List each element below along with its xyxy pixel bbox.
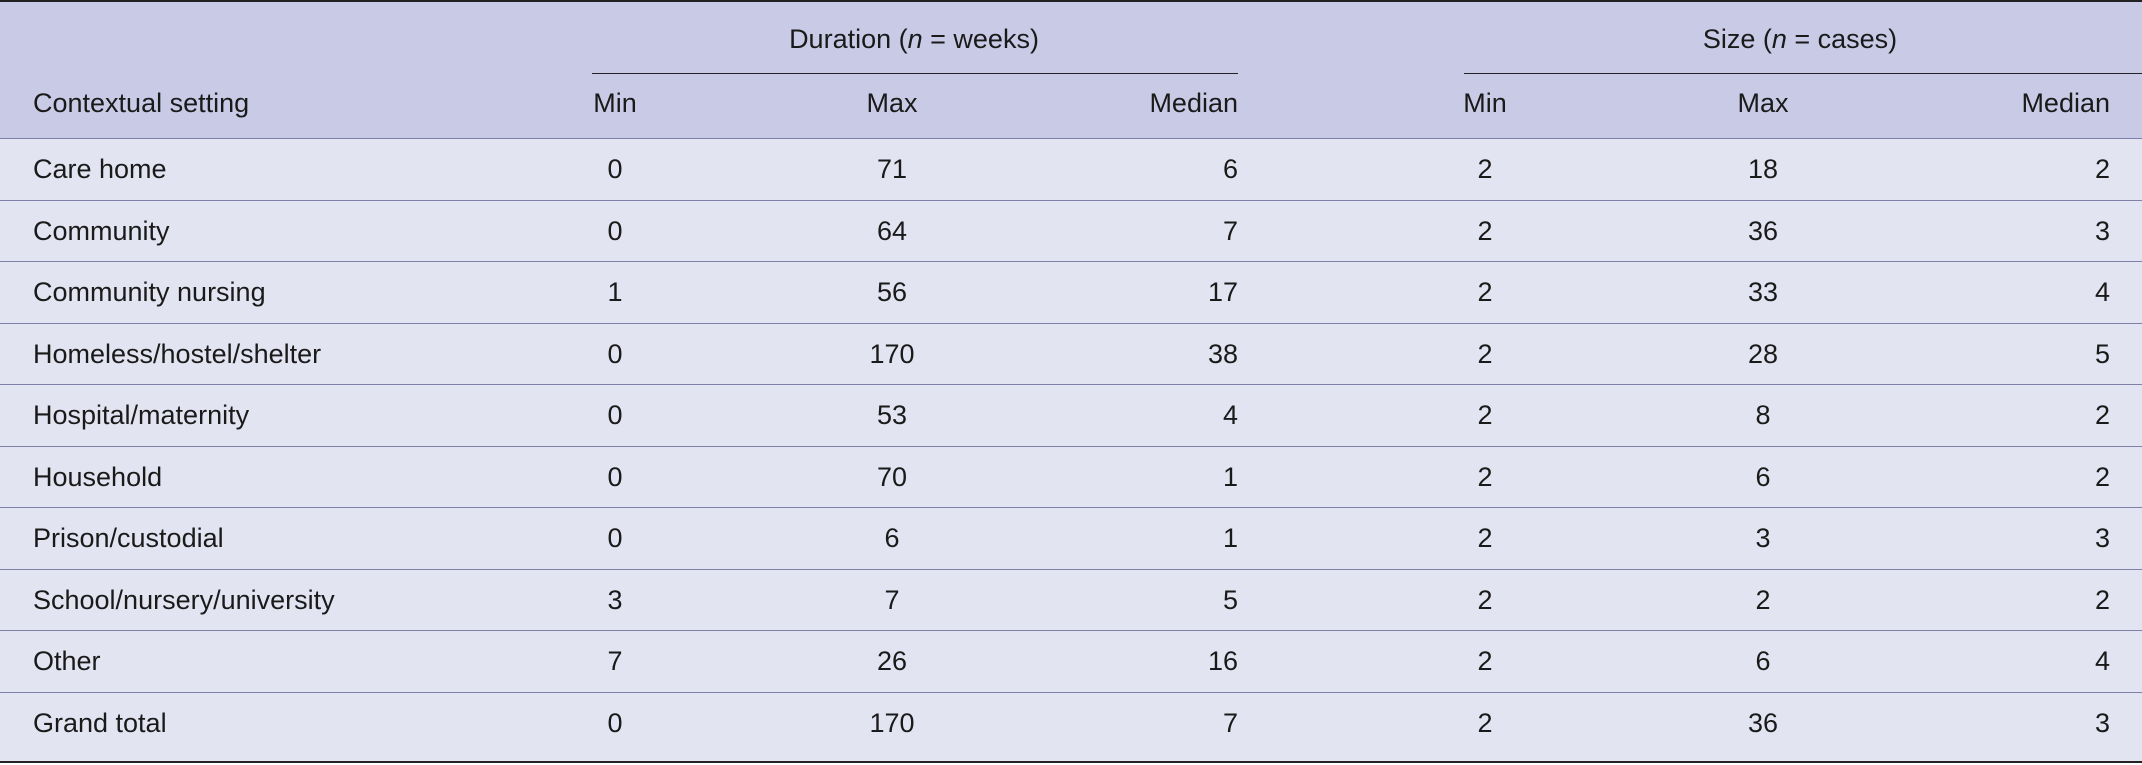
duration-median-cell: 1	[1222, 462, 1238, 492]
size-max-cell: 2	[1755, 585, 1771, 615]
size-min-cell: 2	[1477, 277, 1493, 307]
duration-min-cell: 0	[607, 523, 623, 553]
size-min-cell: 2	[1477, 585, 1493, 615]
row-separator	[0, 630, 2142, 631]
size-min-cell: 2	[1477, 462, 1493, 492]
table-header-bg	[0, 0, 2142, 138]
row-separator	[0, 692, 2142, 693]
duration-min-cell: 0	[607, 339, 623, 369]
duration-median-cell: 17	[1207, 277, 1238, 307]
duration-max-cell: 170	[869, 708, 915, 738]
duration-max-cell: 71	[876, 154, 908, 184]
row-separator	[0, 569, 2142, 570]
duration-median-header: Median	[1149, 88, 1238, 118]
size-median-header: Median	[2021, 88, 2110, 118]
size-max-cell: 18	[1747, 154, 1779, 184]
duration-max-cell: 56	[876, 277, 908, 307]
size-median-cell: 3	[2094, 523, 2110, 553]
size-median-cell: 2	[2094, 154, 2110, 184]
size-min-cell: 2	[1477, 216, 1493, 246]
row-setting-label: Prison/custodial	[33, 523, 224, 553]
size-group-underline	[1464, 73, 2142, 74]
size-min-cell: 2	[1477, 339, 1493, 369]
duration-min-cell: 0	[607, 708, 623, 738]
size-min-cell: 2	[1477, 154, 1493, 184]
duration-group-underline	[592, 73, 1238, 74]
size-median-cell: 3	[2094, 708, 2110, 738]
size-max-cell: 3	[1755, 523, 1771, 553]
duration-min-cell: 0	[607, 216, 623, 246]
bottom-rule	[0, 761, 2142, 763]
row-separator	[0, 507, 2142, 508]
duration-min-cell: 0	[607, 462, 623, 492]
row-setting-label: Other	[33, 646, 101, 676]
row-separator	[0, 446, 2142, 447]
size-max-cell: 28	[1747, 339, 1779, 369]
table-body-bg	[0, 138, 2142, 762]
size-median-cell: 2	[2094, 400, 2110, 430]
duration-max-cell: 6	[884, 523, 900, 553]
row-separator	[0, 200, 2142, 201]
duration-group-header: Duration (n = weeks)	[789, 24, 1039, 54]
size-min-cell: 2	[1477, 400, 1493, 430]
duration-min-cell: 0	[607, 400, 623, 430]
size-max-cell: 8	[1755, 400, 1771, 430]
size-group-header: Size (n = cases)	[1702, 24, 1898, 54]
row-setting-label: Homeless/hostel/shelter	[33, 339, 322, 369]
row-setting-label: Care home	[33, 154, 167, 184]
size-median-cell: 4	[2094, 646, 2110, 676]
size-median-cell: 5	[2094, 339, 2110, 369]
duration-max-cell: 26	[876, 646, 908, 676]
size-median-cell: 2	[2094, 585, 2110, 615]
duration-median-cell: 7	[1222, 216, 1238, 246]
row-setting-label: Household	[33, 462, 163, 492]
duration-median-cell: 6	[1222, 154, 1238, 184]
setting-column-header: Contextual setting	[33, 88, 250, 118]
row-separator	[0, 261, 2142, 262]
duration-median-cell: 16	[1207, 646, 1238, 676]
size-max-cell: 6	[1755, 646, 1771, 676]
row-setting-label: Hospital/maternity	[33, 400, 250, 430]
duration-min-cell: 0	[607, 154, 623, 184]
duration-median-cell: 1	[1222, 523, 1238, 553]
row-separator	[0, 323, 2142, 324]
row-setting-label: Community nursing	[33, 277, 266, 307]
size-median-cell: 4	[2094, 277, 2110, 307]
size-min-cell: 2	[1477, 646, 1493, 676]
duration-min-cell: 1	[607, 277, 623, 307]
size-max-cell: 36	[1747, 216, 1779, 246]
duration-median-cell: 4	[1222, 400, 1238, 430]
size-min-cell: 2	[1477, 708, 1493, 738]
size-median-cell: 3	[2094, 216, 2110, 246]
size-max-cell: 6	[1755, 462, 1771, 492]
duration-max-cell: 64	[876, 216, 908, 246]
duration-min-header: Min	[593, 88, 637, 118]
row-setting-label: School/nursery/university	[33, 585, 335, 615]
duration-max-cell: 70	[876, 462, 908, 492]
size-median-cell: 2	[2094, 462, 2110, 492]
size-min-cell: 2	[1477, 523, 1493, 553]
size-min-header: Min	[1463, 88, 1507, 118]
duration-max-cell: 7	[884, 585, 900, 615]
row-setting-label: Community	[33, 216, 170, 246]
size-max-cell: 33	[1747, 277, 1779, 307]
duration-median-cell: 38	[1207, 339, 1238, 369]
row-setting-label: Grand total	[33, 708, 167, 738]
size-max-header: Max	[1737, 88, 1789, 118]
row-separator	[0, 384, 2142, 385]
duration-min-cell: 7	[607, 646, 623, 676]
top-rule	[0, 0, 2142, 2]
duration-max-header: Max	[866, 88, 918, 118]
duration-median-cell: 7	[1222, 708, 1238, 738]
size-max-cell: 36	[1747, 708, 1779, 738]
duration-min-cell: 3	[607, 585, 623, 615]
row-separator	[0, 138, 2142, 139]
duration-max-cell: 53	[876, 400, 908, 430]
duration-median-cell: 5	[1222, 585, 1238, 615]
duration-max-cell: 170	[869, 339, 915, 369]
